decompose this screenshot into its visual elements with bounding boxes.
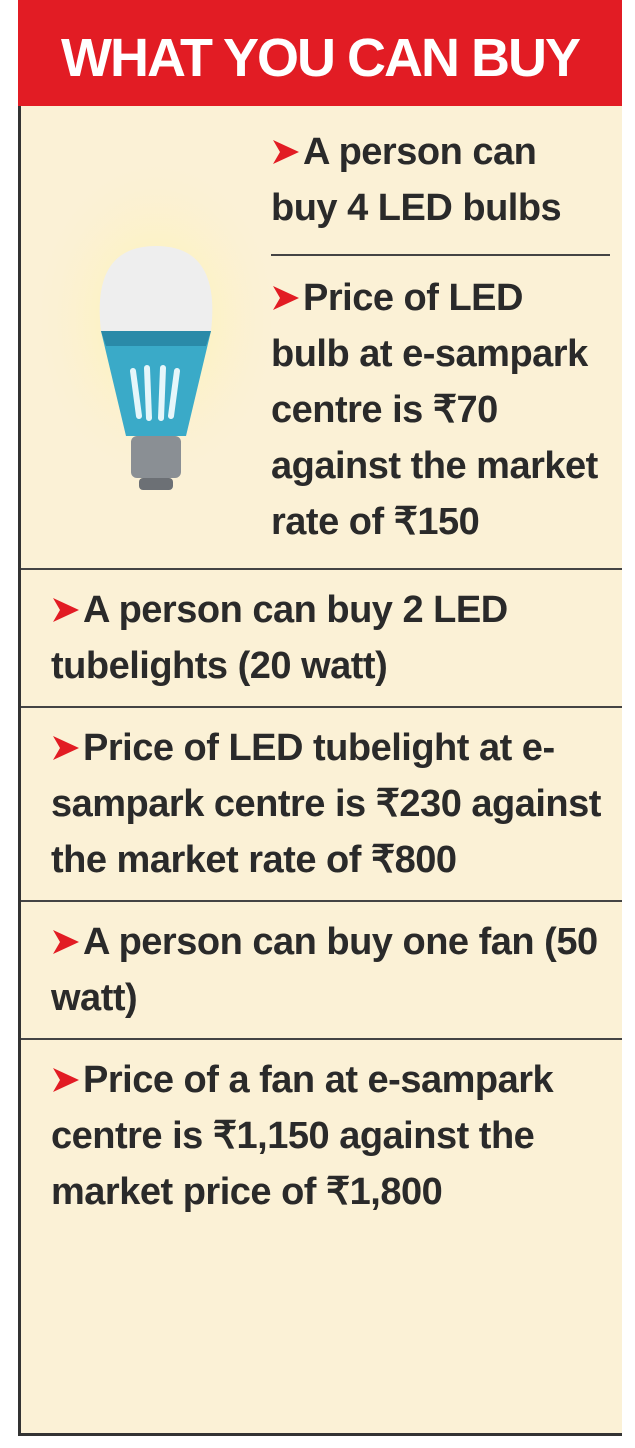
arrow-icon xyxy=(273,140,299,164)
item: Price of LED bulb at e-sampark centre is… xyxy=(51,270,610,550)
item-text: A person can buy 2 LED tubelights (20 wa… xyxy=(51,589,508,687)
item: A person can buy one fan (50 watt) xyxy=(21,900,622,1038)
info-card: WHAT YOU CAN BUY A person can buy 4 LED … xyxy=(18,0,622,1436)
arrow-icon xyxy=(53,598,79,622)
arrow-icon xyxy=(273,286,299,310)
item-text: A person can buy 4 LED bulbs xyxy=(271,131,562,229)
item-text: Price of a fan at e-sampark centre is ₹1… xyxy=(51,1059,554,1213)
item: Price of a fan at e-sampark centre is ₹1… xyxy=(21,1038,622,1232)
item-text: Price of LED tubelight at e-sampark cent… xyxy=(51,727,601,881)
bulb-illustration xyxy=(26,166,271,506)
item: Price of LED tubelight at e-sampark cent… xyxy=(21,706,622,900)
arrow-icon xyxy=(53,1068,79,1092)
item: A person can buy 2 LED tubelights (20 wa… xyxy=(21,568,622,706)
arrow-icon xyxy=(53,736,79,760)
title: WHAT YOU CAN BUY xyxy=(18,0,622,106)
item-text: Price of LED bulb at e-sampark centre is… xyxy=(271,277,598,543)
bulb-section: A person can buy 4 LED bulbs Price of LE… xyxy=(21,106,622,568)
item-text: A person can buy one fan (50 watt) xyxy=(51,921,598,1019)
item: A person can buy 4 LED bulbs xyxy=(271,118,610,256)
arrow-icon xyxy=(53,930,79,954)
